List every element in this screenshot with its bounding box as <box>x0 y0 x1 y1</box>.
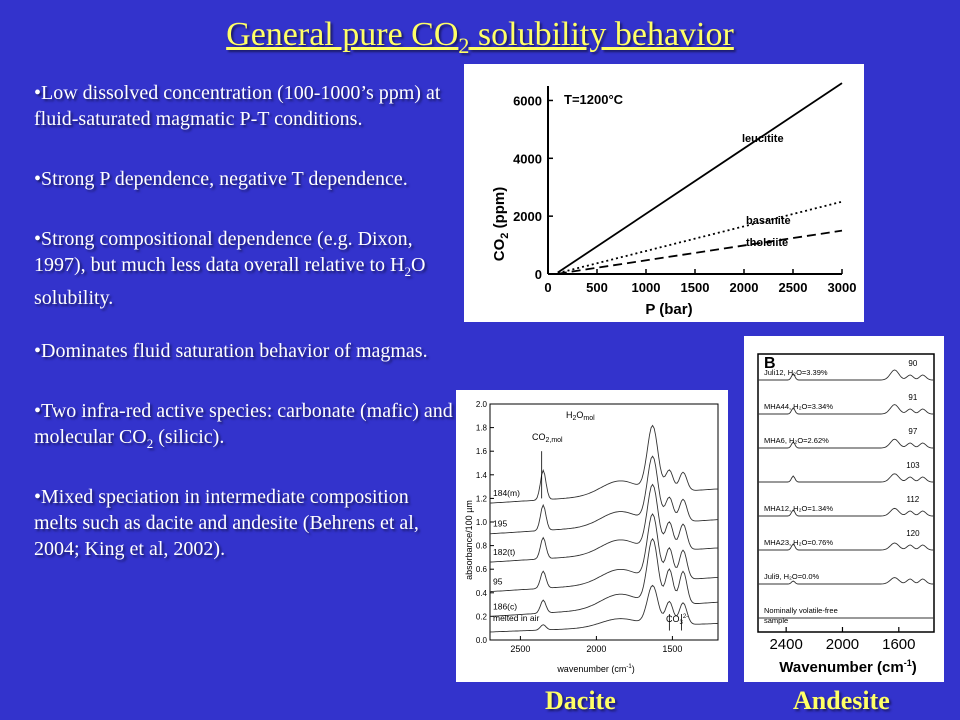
andesite-spectrum-label: Nominally volatile-free <box>764 606 838 615</box>
series-line-leucitite <box>557 82 843 274</box>
x-tick-label: 500 <box>586 280 608 295</box>
panel-b-label: B <box>764 355 776 372</box>
y-tick-label: 0.2 <box>476 612 488 621</box>
x-tick-label: 2500 <box>510 644 530 654</box>
andesite-spectrum-label: Juli12, H₂O=3.39% <box>764 368 828 377</box>
series-label-basanite: basanite <box>746 215 791 227</box>
y-tick-label: 1.0 <box>476 518 488 527</box>
x-tick-label: 2500 <box>779 280 808 295</box>
andesite-spectrum-value: 112 <box>906 495 919 504</box>
co2-mol-label: CO2,mol <box>532 432 563 444</box>
andesite-x-axis-label: Wavenumber (cm-1) <box>779 658 917 676</box>
x-tick-label: 1000 <box>632 280 661 295</box>
y-tick-label: 1.6 <box>476 447 488 456</box>
bullet-3: •Strong compositional dependence (e.g. D… <box>34 228 426 309</box>
x-tick-label: 2000 <box>826 636 859 653</box>
y-tick-label: 0.8 <box>476 542 488 551</box>
spectrum-1 <box>489 455 719 535</box>
bullet-list: •Low dissolved concentration (100-1000’s… <box>34 80 454 596</box>
carbonate-label: CO32- <box>666 614 688 626</box>
andesite-spectrum-3 <box>758 473 934 483</box>
spectrum-label: 184(m) <box>493 488 520 498</box>
andesite-spectrum-label: MHA44, H₂O=3.34% <box>764 402 833 411</box>
andesite-spectra-panel: 2400 2000 1600 Juli12, H₂O=3.39% 90 MHA44, H… <box>744 336 944 682</box>
andesite-spectrum-label: MHA23, H₂O=0.76% <box>764 538 833 547</box>
series-label-tholeiite: tholeiite <box>746 237 788 249</box>
y-tick-label: 0.4 <box>476 589 488 598</box>
bullet-6: •Mixed speciation in intermediate compos… <box>34 486 419 560</box>
andesite-spectrum-label: MHA6, H₂O=2.62% <box>764 436 829 445</box>
dacite-y-axis-label: absorbance/100 µm <box>464 500 474 580</box>
spectrum-label: 186(c) <box>493 601 517 611</box>
h2o-mol-label: H2Omol <box>566 410 595 422</box>
dacite-caption: Dacite <box>545 686 616 715</box>
andesite-spectrum-1 <box>758 404 934 415</box>
andesite-spectrum-2 <box>758 438 934 449</box>
spectrum-label: 182(t) <box>493 547 515 557</box>
solubility-chart-panel: 0 500 1000 1500 2000 2500 3000 0 2000 4000 6000 le… <box>464 64 864 322</box>
bullet-4: •Dominates fluid saturation behavior of … <box>34 340 428 362</box>
x-axis-label: P (bar) <box>645 301 692 318</box>
andesite-spectrum-value: 91 <box>908 393 917 402</box>
y-tick-label: 0 <box>535 267 542 282</box>
spectrum-0 <box>489 424 719 504</box>
andesite-spectrum-label: sample <box>764 616 788 625</box>
x-tick-label: 3000 <box>828 280 857 295</box>
slide-title: General pure CO2 solubility behavior <box>226 16 734 58</box>
andesite-spectrum-6 <box>758 577 934 585</box>
temperature-annotation: T=1200°C <box>564 92 624 107</box>
x-tick-label: 2000 <box>730 280 759 295</box>
x-tick-label: 2000 <box>586 644 606 654</box>
y-tick-label: 0.6 <box>476 565 488 574</box>
y-tick-label: 1.4 <box>476 471 488 480</box>
spectrum-label: 95 <box>493 577 503 587</box>
andesite-spectrum-value: 90 <box>908 359 917 368</box>
y-tick-label: 6000 <box>513 93 542 108</box>
spectrum-2 <box>489 483 719 563</box>
andesite-spectrum-label: Juli9, H₂O=0.0% <box>764 572 820 581</box>
andesite-caption: Andesite <box>793 686 890 715</box>
andesite-spectrum-0 <box>758 369 934 381</box>
y-tick-label: 1.2 <box>476 494 488 503</box>
series-line-basanite <box>557 200 843 275</box>
dacite-spectra-panel: 2500 2000 1500 0.0 0.2 0.4 0.6 0.8 1.0 1.2 1.4 1.6 1… <box>456 390 728 682</box>
x-tick-label: 1500 <box>662 644 682 654</box>
andesite-spectra-chart: 2400 2000 1600 Juli12, H₂O=3.39% 90 MHA44, H… <box>757 353 935 676</box>
andesite-spectrum-value: 103 <box>906 461 920 470</box>
andesite-plot-frame <box>757 353 935 633</box>
x-tick-label: 1600 <box>882 636 915 653</box>
dacite-plot-frame <box>489 403 719 641</box>
y-tick-label: 2000 <box>513 209 542 224</box>
spectrum-5 <box>489 584 718 633</box>
dacite-x-axis-label: wavenumber (cm-1) <box>556 664 634 674</box>
x-tick-label: 1500 <box>681 280 710 295</box>
solubility-chart: 0 500 1000 1500 2000 2500 3000 0 2000 4000 6000 le… <box>491 82 857 318</box>
spectrum-3 <box>489 513 719 593</box>
dacite-spectra-chart: 2500 2000 1500 0.0 0.2 0.4 0.6 0.8 1.0 1.2 1.4 1.6 1… <box>464 400 719 674</box>
andesite-spectrum-label: MHA12, H₂O=1.34% <box>764 504 833 513</box>
y-axis-label: CO2 (ppm) <box>491 187 511 261</box>
y-tick-label: 4000 <box>513 151 542 166</box>
bullet-5: •Two infra-red active species: carbonate… <box>34 400 453 451</box>
y-tick-label: 0.0 <box>476 636 488 645</box>
andesite-spectrum-5 <box>758 542 934 551</box>
spectrum-4 <box>489 537 719 617</box>
y-tick-label: 2.0 <box>476 400 488 409</box>
x-tick-label: 0 <box>544 280 551 295</box>
bullet-1: •Low dissolved concentration (100-1000’s… <box>34 82 441 130</box>
x-tick-label: 2400 <box>769 636 802 653</box>
andesite-spectrum-value: 97 <box>908 427 917 436</box>
spectrum-label: 195 <box>493 519 507 529</box>
series-label-leucitite: leucitite <box>742 133 784 145</box>
y-tick-label: 1.8 <box>476 424 488 433</box>
spectrum-label: melted in air <box>493 613 539 623</box>
andesite-spectrum-4 <box>758 507 934 517</box>
bullet-2: •Strong P dependence, negative T depende… <box>34 168 408 190</box>
series-line-tholeiite <box>557 229 843 275</box>
andesite-spectrum-value: 120 <box>906 529 920 538</box>
